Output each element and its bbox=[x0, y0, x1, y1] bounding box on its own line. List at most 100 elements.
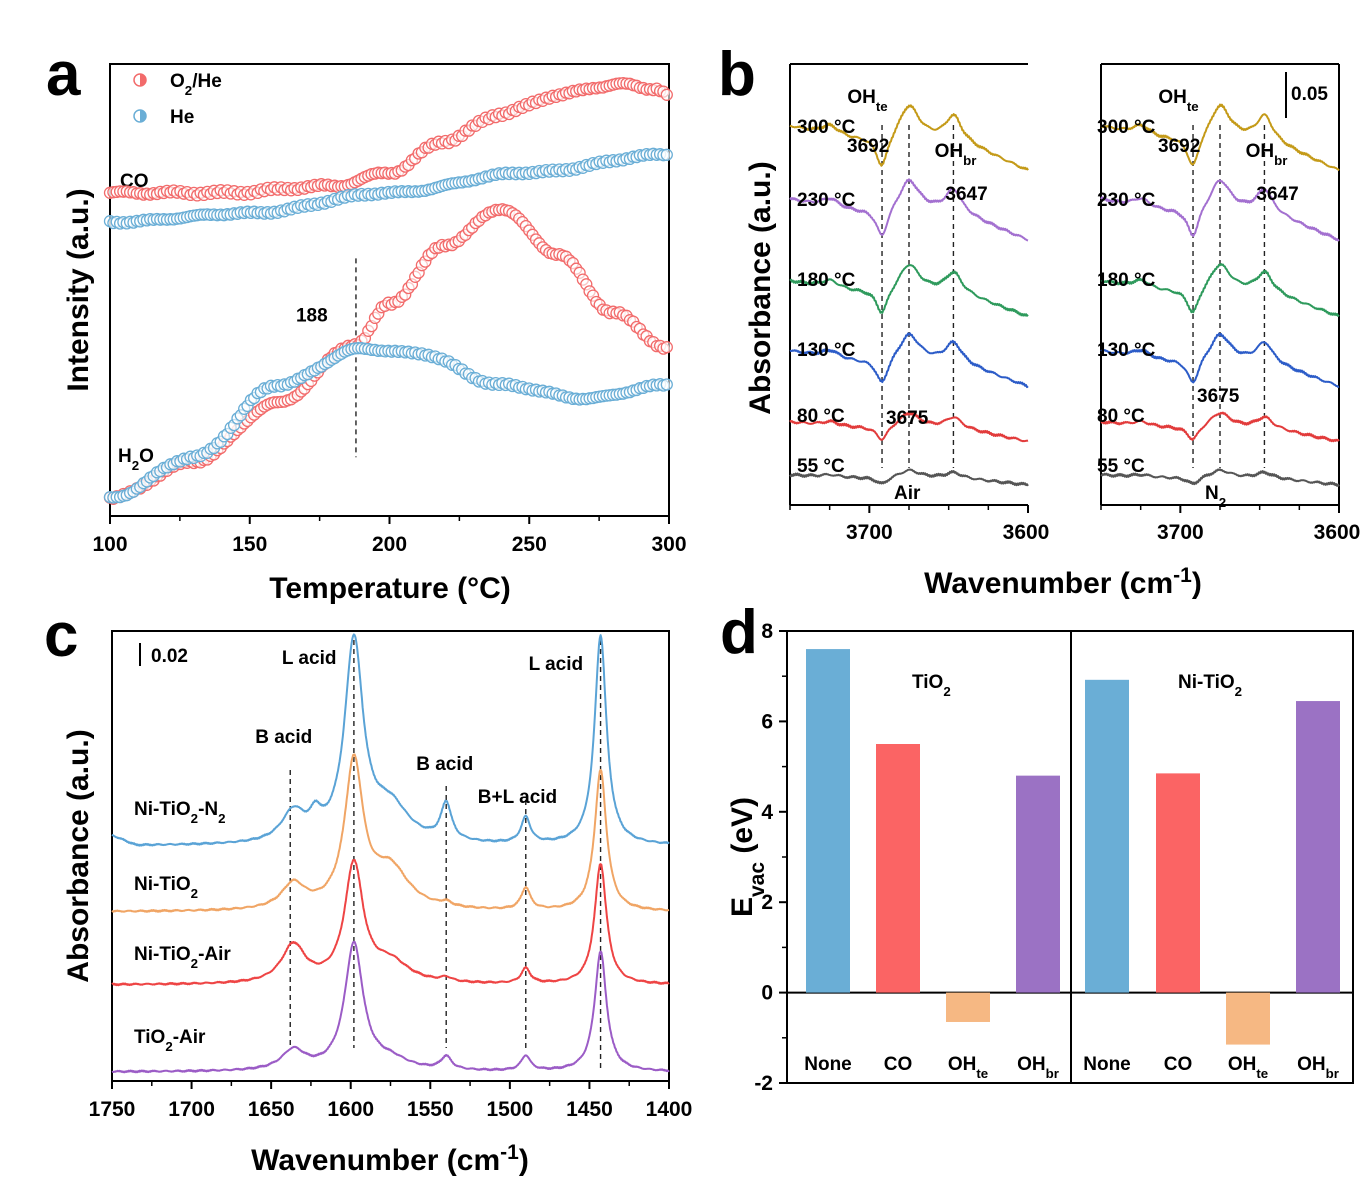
category-label: None bbox=[804, 1054, 852, 1075]
group-Ni-TiO2: None CO OHte OHbr bbox=[1083, 679, 1340, 1081]
panel-c: c 1750 1700 1650 1600 1550 1500 1450 1400 Wavenum… bbox=[44, 601, 692, 1177]
bar-None bbox=[806, 649, 850, 993]
series-O2-He-CO bbox=[103, 76, 673, 202]
x-tick-label: 1550 bbox=[407, 1098, 454, 1121]
curve-80C bbox=[1100, 411, 1340, 443]
category-label: CO bbox=[884, 1054, 913, 1075]
label-3647: 3647 bbox=[1256, 184, 1298, 205]
bar-OHbr bbox=[1296, 701, 1340, 993]
plot-frame bbox=[111, 630, 670, 1082]
category-label: OHte bbox=[1228, 1054, 1268, 1081]
label-h2o: H2O bbox=[118, 446, 154, 473]
curve-180C bbox=[1100, 263, 1340, 317]
annotation-188: 188 bbox=[296, 306, 328, 327]
temperature-label: 55 °C bbox=[1097, 456, 1145, 477]
category-label: OHbr bbox=[1297, 1054, 1339, 1081]
y-tick-label: 6 bbox=[761, 710, 773, 733]
curve-300C bbox=[789, 104, 1029, 171]
y-axis-title: Evac (eV) bbox=[726, 797, 769, 917]
x-tick-label: 250 bbox=[512, 533, 547, 556]
label-3675: 3675 bbox=[1197, 386, 1240, 407]
y-tick-label: 0 bbox=[761, 982, 773, 1005]
curve-55C bbox=[789, 468, 1029, 487]
category-label: None bbox=[1083, 1054, 1131, 1075]
y-axis-title: Absorbance (a.u.) bbox=[744, 161, 777, 414]
temperature-label: 180 °C bbox=[1097, 270, 1156, 291]
bar-CO bbox=[1156, 773, 1200, 993]
data-point bbox=[660, 148, 673, 161]
temperature-label: 80 °C bbox=[1097, 406, 1145, 427]
peak-label: L acid bbox=[529, 654, 584, 675]
bar-OHte bbox=[946, 992, 990, 1022]
x-tick-label: 3700 bbox=[1157, 521, 1204, 544]
subplot-N2: 3700 3600 300 °C 230 °C 180 °C 130 °C 80 °C 55 … bbox=[1097, 63, 1360, 544]
series-label: Ni-TiO2-N2 bbox=[134, 799, 226, 826]
panel-a: a 100 150 200 250 300 Temperature (°C) Intensit… bbox=[46, 40, 687, 605]
temperature-label: 80 °C bbox=[797, 406, 845, 427]
legend: O2/He He bbox=[133, 71, 222, 128]
x-axis-title: Wavenumber (cm-1) bbox=[251, 1141, 529, 1178]
x-axis-title: Wavenumber (cm-1) bbox=[924, 564, 1202, 601]
atmosphere-label: N2 bbox=[1205, 483, 1226, 510]
peak-label: B acid bbox=[255, 727, 312, 748]
legend-marker-half bbox=[140, 74, 146, 86]
temperature-label: 300 °C bbox=[1097, 117, 1156, 138]
y-tick-label: 2 bbox=[761, 891, 773, 914]
category-label: OHbr bbox=[1017, 1054, 1059, 1081]
series-He-H2O bbox=[103, 342, 673, 504]
peak-label: B acid bbox=[416, 754, 473, 775]
x-tick-label: 1600 bbox=[327, 1098, 374, 1121]
y-tick-label: 4 bbox=[761, 801, 773, 824]
panel-d: d -2 0 2 4 6 8 Evac (eV) None CO OHte OHbr None CO OHt… bbox=[720, 598, 1354, 1095]
label-3675: 3675 bbox=[886, 408, 929, 429]
series-label: Ni-TiO2-Air bbox=[134, 944, 231, 971]
x-tick-label: 1650 bbox=[248, 1098, 295, 1121]
temperature-label: 300 °C bbox=[797, 117, 856, 138]
curve-180C bbox=[789, 264, 1029, 317]
y-tick-label: -2 bbox=[754, 1072, 773, 1095]
x-tick-label: 1750 bbox=[89, 1098, 136, 1121]
scale-bar-label: 0.05 bbox=[1291, 84, 1328, 105]
label-3692: 3692 bbox=[1158, 136, 1200, 157]
legend-marker-half bbox=[140, 110, 146, 122]
peak-label: L acid bbox=[282, 648, 337, 669]
curve-130C bbox=[1100, 332, 1340, 388]
temperature-label: 230 °C bbox=[797, 190, 856, 211]
peak-label: B+L acid bbox=[478, 787, 557, 808]
label-ohte: OHte bbox=[847, 87, 887, 114]
category-label: OHte bbox=[948, 1054, 988, 1081]
temperature-label: 180 °C bbox=[797, 270, 856, 291]
panel-letter-b: b bbox=[718, 40, 756, 109]
label-ohbr: OHbr bbox=[935, 141, 977, 168]
legend-label: O2/He bbox=[170, 71, 222, 98]
series-label: Ni-TiO2 bbox=[134, 874, 198, 901]
temperature-label: 130 °C bbox=[797, 340, 856, 361]
subplot-Air: 3700 3600 300 °C 230 °C 180 °C 130 °C 80 °C 55 … bbox=[789, 63, 1050, 544]
label-3647: 3647 bbox=[945, 184, 987, 205]
bar-OHbr bbox=[1016, 775, 1060, 993]
atmosphere-label: Air bbox=[894, 483, 921, 504]
panel-letter-d: d bbox=[720, 598, 758, 667]
series-He-CO bbox=[103, 147, 673, 230]
x-tick-label: 1450 bbox=[566, 1098, 613, 1121]
x-tick-label: 150 bbox=[232, 533, 267, 556]
curve-230C bbox=[789, 178, 1029, 242]
label-ohte: OHte bbox=[1158, 87, 1198, 114]
category-label: CO bbox=[1164, 1054, 1193, 1075]
x-tick-label: 3600 bbox=[1003, 521, 1050, 544]
curve-55C bbox=[1100, 468, 1340, 487]
y-axis-title: Absorbance (a.u.) bbox=[62, 729, 95, 982]
spectrum-Ni-TiO2-Air bbox=[111, 858, 670, 987]
spectrum-Ni-TiO2-N2 bbox=[111, 633, 670, 847]
x-tick-label: 1500 bbox=[486, 1098, 533, 1121]
x-tick-label: 1700 bbox=[168, 1098, 215, 1121]
group-TiO2: None CO OHte OHbr bbox=[804, 649, 1060, 1081]
data-point bbox=[660, 378, 673, 391]
label-ohbr: OHbr bbox=[1246, 141, 1288, 168]
label-3692: 3692 bbox=[847, 136, 889, 157]
x-tick-label: 1400 bbox=[646, 1098, 693, 1121]
curve-230C bbox=[1100, 179, 1340, 242]
y-tick-label: 8 bbox=[761, 620, 773, 643]
